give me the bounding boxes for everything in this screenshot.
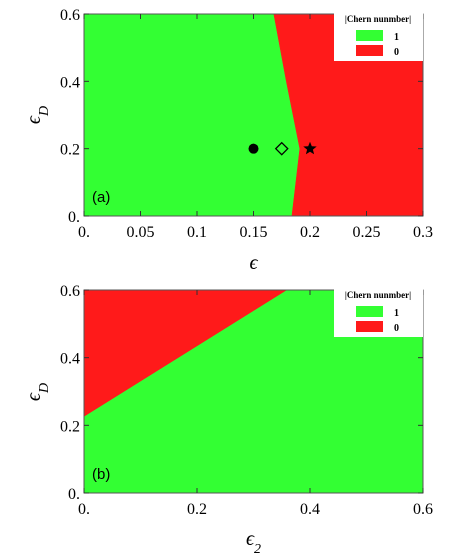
legend-swatch-red <box>356 45 383 56</box>
y-tick-label: 0.4 <box>60 74 80 91</box>
panel-a: 0. 0.05 0.1 0.15 0.2 0.25 0.3 0. 0.2 0.4 0.6 ϵD ϵ (a)… <box>23 7 433 274</box>
y-tick-label: 0.2 <box>60 142 80 159</box>
panel-b: 0. 0.2 0.4 0.6 0. 0.2 0.4 0.6 ϵD ϵ2 (b) |Chern nunm… <box>23 283 433 555</box>
x-axis-label: ϵ2 <box>246 528 261 555</box>
legend-entry-label: 1 <box>394 32 399 43</box>
legend-swatch-green <box>356 30 383 41</box>
x-tick-label: 0.4 <box>300 501 320 518</box>
y-tick-label: 0.2 <box>60 418 80 435</box>
x-tick-label: 0.1 <box>187 224 207 241</box>
x-tick-label: 0.05 <box>127 224 155 241</box>
legend-swatch-red <box>356 321 383 332</box>
marker-diamond <box>274 141 289 156</box>
y-axis-label: ϵD <box>23 106 52 124</box>
legend-entry-label: 1 <box>394 308 399 319</box>
x-tick-label: 0.2 <box>187 501 207 518</box>
panel-label: (b) <box>92 466 110 483</box>
x-tick-label: 0.2 <box>300 224 320 241</box>
y-tick-label: 0.4 <box>60 351 80 368</box>
legend-entry-label: 0 <box>394 323 399 334</box>
marker-star <box>303 141 317 155</box>
x-tick-label: 0.3 <box>413 224 433 241</box>
legend-title: |Chern nunmber| <box>345 14 411 24</box>
x-tick-label: 0.25 <box>353 224 381 241</box>
y-axis-label: ϵD <box>23 383 52 401</box>
x-tick-label: 0.6 <box>413 501 433 518</box>
x-tick-label: 0. <box>78 501 90 518</box>
legend-swatch-green <box>356 306 383 317</box>
y-tick-label: 0.6 <box>60 7 80 24</box>
y-tick-label: 0. <box>68 209 80 226</box>
y-tick-label: 0. <box>68 486 80 503</box>
marker-circle <box>248 143 259 154</box>
plot-frame <box>83 289 424 494</box>
legend: |Chern nunmber| 1 0 <box>334 11 423 61</box>
x-axis-label: ϵ <box>249 252 258 274</box>
x-tick-label: 0.15 <box>240 224 268 241</box>
y-tick-label: 0.6 <box>60 283 80 300</box>
legend-entry-label: 0 <box>394 47 399 58</box>
region-chern-1 <box>83 13 301 217</box>
x-tick-label: 0. <box>78 224 90 241</box>
legend-title: |Chern nunmber| <box>345 290 411 300</box>
legend: |Chern nunmber| 1 0 <box>334 287 423 337</box>
panel-label: (a) <box>92 189 110 206</box>
